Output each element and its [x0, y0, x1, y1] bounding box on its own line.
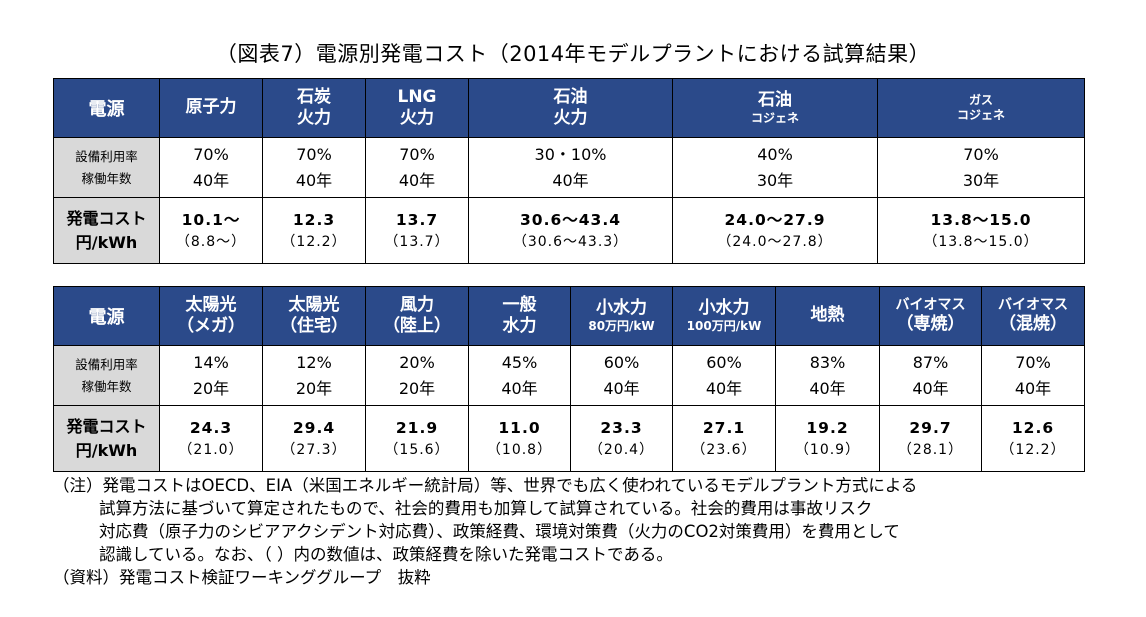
column-header: バイオマス （混焼） [981, 286, 1085, 346]
util-cell: 40% 30年 [672, 137, 878, 198]
cost-cell: 24.3 （21.0） [159, 405, 263, 472]
table-2-cost-row: 発電コスト 円/kWh 24.3 （21.0） 29.4 （27.3） 21.9 （15… [53, 405, 1085, 472]
column-header: 太陽光 （住宅） [262, 286, 366, 346]
cost-row-label: 発電コスト 円/kWh [53, 197, 160, 264]
cost-table-2: 電源 太陽光 （メガ） 太陽光 （住宅） 風力 （陸上） 一般 水力 小水力 80万円/k… [53, 286, 1085, 472]
cost-cell: 21.9 （15.6） [365, 405, 469, 472]
util-cell: 12% 20年 [262, 345, 366, 406]
util-cell: 70% 40年 [365, 137, 469, 198]
cost-cell: 29.4 （27.3） [262, 405, 366, 472]
cost-cell: 13.8～15.0 （13.8～15.0） [877, 197, 1085, 264]
note-line: （注）発電コストはOECD、EIA（米国エネルギー統計局）等、世界でも広く使われ… [53, 476, 918, 495]
column-header: 風力 （陸上） [365, 286, 469, 346]
column-header: 石炭 火力 [262, 78, 366, 138]
util-cell: 45% 40年 [468, 345, 571, 406]
column-header: 石油 火力 [468, 78, 673, 138]
note-line: 認識している。なお、（ ）内の数値は、政策経費を除いた発電コストである。 [99, 545, 673, 564]
table-2-util-row: 設備利用率 稼働年数 14% 20年 12% 20年 20% 20年 45% 40年 60… [53, 345, 1085, 406]
column-header: 石油 コジェネ [672, 78, 878, 138]
cost-table-1: 電源 原子力 石炭 火力 LNG 火力 石油 火力 石油 コジェネ ガス コジェネ 設備利… [53, 78, 1085, 264]
note-line: 対応費（原子力のシビアアクシデント対応費）、政策経費、環境対策費（火力のCO2対… [99, 522, 900, 541]
util-cell: 60% 40年 [672, 345, 776, 406]
column-header: 小水力 80万円/kW [570, 286, 673, 346]
source-line: （資料）発電コスト検証ワーキンググループ 抜粋 [53, 568, 431, 587]
page-title: （図表7）電源別発電コスト（2014年モデルプラントにおける試算結果） [215, 42, 931, 66]
cost-cell: 11.0 （10.8） [468, 405, 571, 472]
util-cell: 30・10% 40年 [468, 137, 673, 198]
column-header: 小水力 100万円/kW [672, 286, 776, 346]
util-cell: 70% 40年 [262, 137, 366, 198]
cost-cell: 23.3 （20.4） [570, 405, 673, 472]
util-row-label: 設備利用率 稼働年数 [53, 137, 160, 198]
cost-cell: 29.7 （28.1） [879, 405, 982, 472]
util-cell: 14% 20年 [159, 345, 263, 406]
source-header: 電源 [53, 286, 160, 346]
cost-cell: 19.2 （10.9） [775, 405, 880, 472]
util-cell: 20% 20年 [365, 345, 469, 406]
table-2-header-row: 電源 太陽光 （メガ） 太陽光 （住宅） 風力 （陸上） 一般 水力 小水力 80万円/k… [53, 286, 1085, 346]
cost-cell: 12.3 （12.2） [262, 197, 366, 264]
util-cell: 87% 40年 [879, 345, 982, 406]
column-header: バイオマス （専焼） [879, 286, 982, 346]
util-cell: 70% 30年 [877, 137, 1085, 198]
notes-block: （注）発電コストはOECD、EIA（米国エネルギー統計局）等、世界でも広く使われ… [53, 474, 1113, 589]
column-header: 地熱 [775, 286, 880, 346]
source-header: 電源 [53, 78, 160, 138]
cost-cell: 13.7 （13.7） [365, 197, 469, 264]
util-cell: 60% 40年 [570, 345, 673, 406]
table-1-util-row: 設備利用率 稼働年数 70% 40年 70% 40年 70% 40年 30・10% 40年… [53, 137, 1085, 198]
table-1-cost-row: 発電コスト 円/kWh 10.1～ （8.8～） 12.3 （12.2） 13.7 （1… [53, 197, 1085, 264]
util-row-label: 設備利用率 稼働年数 [53, 345, 160, 406]
cost-cell: 24.0～27.9 （24.0～27.8） [672, 197, 878, 264]
cost-row-label: 発電コスト 円/kWh [53, 405, 160, 472]
column-header: 一般 水力 [468, 286, 571, 346]
column-header: 太陽光 （メガ） [159, 286, 263, 346]
table-1-header-row: 電源 原子力 石炭 火力 LNG 火力 石油 火力 石油 コジェネ ガス コジェネ [53, 78, 1085, 138]
cost-cell: 12.6 （12.2） [981, 405, 1085, 472]
cost-cell: 30.6～43.4 （30.6～43.3） [468, 197, 673, 264]
cost-cell: 10.1～ （8.8～） [159, 197, 263, 264]
util-cell: 70% 40年 [981, 345, 1085, 406]
note-line: 試算方法に基づいて算定されたもので、社会的費用も加算して試算されている。社会的費… [99, 499, 873, 518]
cost-cell: 27.1 （23.6） [672, 405, 776, 472]
util-cell: 70% 40年 [159, 137, 263, 198]
column-header: LNG 火力 [365, 78, 469, 138]
util-cell: 83% 40年 [775, 345, 880, 406]
column-header: 原子力 [159, 78, 263, 138]
column-header: ガス コジェネ [877, 78, 1085, 138]
